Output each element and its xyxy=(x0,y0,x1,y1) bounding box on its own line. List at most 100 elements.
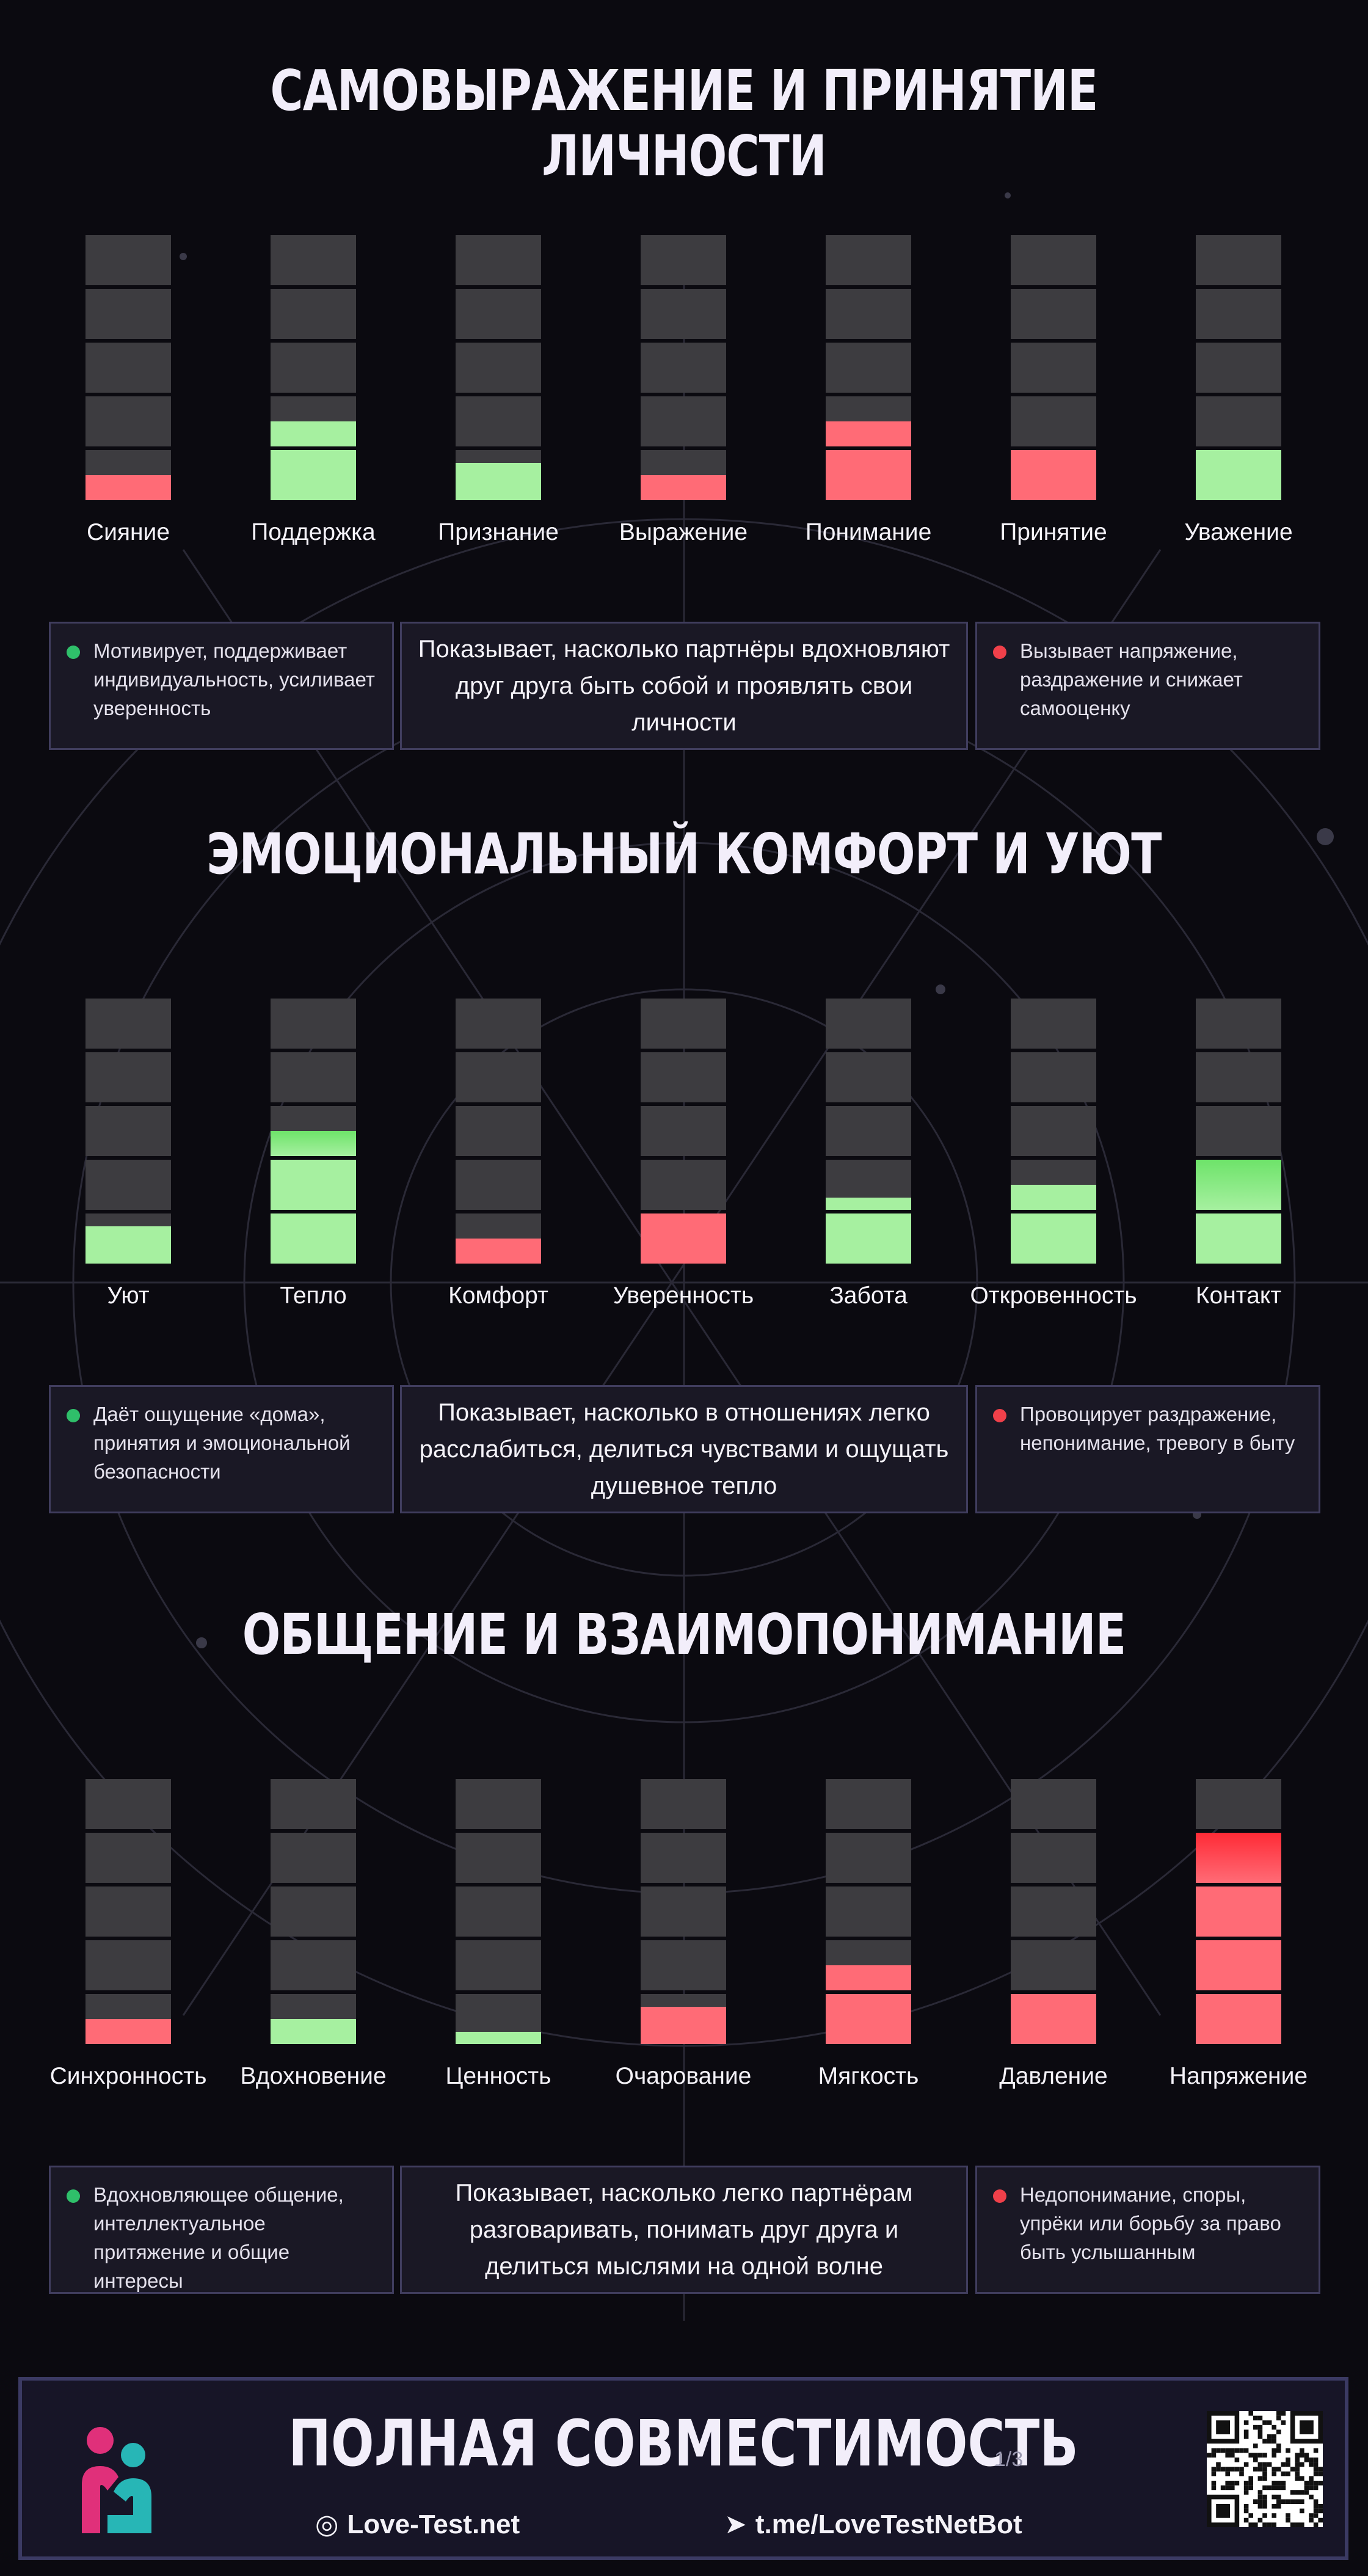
bar-track-segment xyxy=(826,343,911,393)
bar-track-segment xyxy=(641,1106,726,1156)
bar-fill-segment xyxy=(271,450,356,500)
bar-track-segment xyxy=(456,1940,541,1990)
bar-5 xyxy=(826,1779,911,2048)
bar-track-segment xyxy=(456,999,541,1049)
bar-track-segment xyxy=(1196,396,1281,446)
bar-label: Поддержка xyxy=(251,519,376,545)
bar-track-segment xyxy=(271,1833,356,1883)
section-description: Показывает, насколько партнёры вдохновля… xyxy=(400,622,968,750)
bar-track-segment xyxy=(826,1106,911,1156)
positive-note: Даёт ощущение «дома», принятия и эмоцион… xyxy=(49,1385,394,1513)
status-dot xyxy=(993,646,1006,659)
bar-track-segment xyxy=(641,999,726,1049)
bot-link[interactable]: ➤ t.me/LoveTestNetBot xyxy=(724,2509,1022,2540)
bar-fill-segment xyxy=(826,1213,911,1264)
bar-track-segment xyxy=(1196,1106,1281,1156)
bar-label: Выражение xyxy=(619,519,748,545)
bar-label: Уют xyxy=(107,1283,150,1309)
bar-track-segment xyxy=(456,1779,541,1829)
negative-note: Провоцирует раздражение, непонимание, тр… xyxy=(975,1385,1320,1513)
bar-fill-segment xyxy=(641,475,726,500)
bar-fill-segment xyxy=(641,1213,726,1264)
bar-7 xyxy=(1196,999,1281,1267)
chart-section-3: ОБЩЕНИЕ И ВЗАИМОПОНИМАНИЕ Синхронность Вдо… xyxy=(0,1544,1368,2313)
bar-track-segment xyxy=(1011,289,1096,339)
bar-track-segment xyxy=(1011,1106,1096,1156)
bar-track-segment xyxy=(1011,1833,1096,1883)
bar-track-segment xyxy=(86,343,171,393)
bar-track-segment xyxy=(86,289,171,339)
negative-note-text: Провоцирует раздражение, непонимание, тр… xyxy=(1020,1403,1295,1454)
bar-track-segment xyxy=(86,396,171,446)
site-link[interactable]: ◎ Love-Test.net xyxy=(315,2509,520,2540)
bar-track-segment xyxy=(456,289,541,339)
bar-1 xyxy=(86,235,171,504)
bar-fill-segment xyxy=(826,1197,911,1210)
bar-track-segment xyxy=(826,1779,911,1829)
bar-track-segment xyxy=(271,1779,356,1829)
qr-code xyxy=(1207,2411,1323,2527)
negative-note: Вызывает напряжение, раздражение и снижа… xyxy=(975,622,1320,750)
globe-icon: ◎ xyxy=(315,2509,339,2539)
bar-track-segment xyxy=(456,1833,541,1883)
bar-label: Давление xyxy=(999,2063,1108,2089)
bar-track-segment xyxy=(641,1052,726,1102)
bar-label: Уверенность xyxy=(613,1283,754,1309)
bar-4 xyxy=(641,235,726,504)
telegram-icon: ➤ xyxy=(724,2509,747,2539)
bar-track-segment xyxy=(641,1779,726,1829)
bar-track-segment xyxy=(86,1160,171,1210)
bar-fill-segment xyxy=(271,1213,356,1264)
bar-5 xyxy=(826,235,911,504)
bar-fill-segment xyxy=(1196,1994,1281,2044)
bar-track-segment xyxy=(641,1160,726,1210)
bar-fill-segment xyxy=(1196,1940,1281,1990)
bar-track-segment xyxy=(456,396,541,446)
positive-note-text: Вдохновляющее общение, интеллектуальное … xyxy=(93,2183,344,2292)
bar-fill-segment xyxy=(456,462,541,500)
bar-track-segment xyxy=(826,1887,911,1937)
bar-track-segment xyxy=(271,1940,356,1990)
bar-track-segment xyxy=(456,1160,541,1210)
bar-track-segment xyxy=(1011,1940,1096,1990)
footer-title: ПОЛНАЯ СОВМЕСТИМОСТЬ xyxy=(288,2406,1079,2481)
section-description: Показывает, насколько легко партнёрам ра… xyxy=(400,2166,968,2294)
bar-track-segment xyxy=(1011,343,1096,393)
positive-note: Вдохновляющее общение, интеллектуальное … xyxy=(49,2166,394,2294)
bar-track-segment xyxy=(826,1052,911,1102)
status-dot xyxy=(67,2189,80,2203)
bar-fill-segment xyxy=(826,1994,911,2044)
bar-fill-segment xyxy=(86,2019,171,2044)
bar-2 xyxy=(271,1779,356,2048)
bar-track-segment xyxy=(271,999,356,1049)
bar-track-segment xyxy=(86,1052,171,1102)
negative-note-text: Недопонимание, споры, упрёки или борьбу … xyxy=(1020,2183,1281,2263)
bar-track-segment xyxy=(456,235,541,285)
bar-track-segment xyxy=(271,343,356,393)
bar-label: Контакт xyxy=(1195,1283,1282,1309)
bar-label: Сияние xyxy=(86,519,170,545)
bar-track-segment xyxy=(271,289,356,339)
bar-fill-segment xyxy=(271,2019,356,2044)
bar-7 xyxy=(1196,1779,1281,2048)
bar-track-segment xyxy=(1011,999,1096,1049)
bar-7 xyxy=(1196,235,1281,504)
bar-track-segment xyxy=(641,1887,726,1937)
bar-fill-segment xyxy=(86,1226,171,1264)
bar-fill-segment xyxy=(826,1965,911,1990)
bar-label: Вдохновение xyxy=(240,2063,387,2089)
bar-fill-segment xyxy=(86,475,171,500)
section-description: Показывает, насколько в отношениях легко… xyxy=(400,1385,968,1513)
status-dot xyxy=(67,646,80,659)
bar-fill-segment xyxy=(271,1131,356,1156)
bar-fill-segment xyxy=(1196,1887,1281,1937)
footer-panel: ПОЛНАЯ СОВМЕСТИМОСТЬ 1/3 ◎ Love-Test.net … xyxy=(18,2377,1348,2560)
bar-track-segment xyxy=(271,235,356,285)
bar-track-segment xyxy=(86,1940,171,1990)
bar-fill-segment xyxy=(1196,1213,1281,1264)
status-dot xyxy=(993,1409,1006,1422)
bar-track-segment xyxy=(86,1106,171,1156)
bar-label: Признание xyxy=(438,519,559,545)
bar-label: Ценность xyxy=(445,2063,551,2089)
